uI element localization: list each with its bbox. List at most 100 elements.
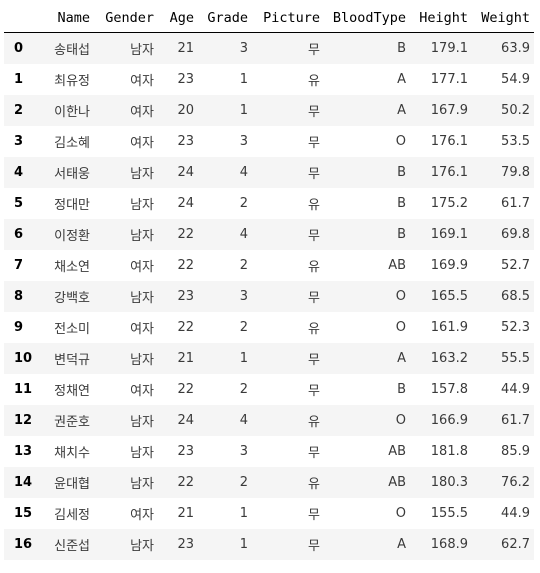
cell-bloodtype: B xyxy=(397,165,406,180)
cell-grade: 4 xyxy=(239,227,248,242)
cell-grade: 2 xyxy=(239,382,248,397)
cell-name: 신준섭 xyxy=(54,539,90,554)
cell-gender: 남자 xyxy=(130,446,154,461)
row-index: 13 xyxy=(14,444,33,459)
cell-age: 21 xyxy=(177,41,194,56)
cell-gender: 남자 xyxy=(130,415,154,430)
row-index: 2 xyxy=(14,103,24,118)
cell-gender: 여자 xyxy=(130,384,154,399)
cell-gender: 남자 xyxy=(130,477,154,492)
cell-weight: 54.9 xyxy=(501,72,530,87)
cell-grade: 3 xyxy=(239,134,248,149)
row-index: 9 xyxy=(14,320,24,335)
table-row: 10 변덕규 남자 21 1 무 A 163.2 55.5 xyxy=(4,343,534,374)
cell-age: 21 xyxy=(177,506,194,521)
cell-bloodtype: O xyxy=(395,506,406,521)
cell-age: 22 xyxy=(177,475,194,490)
cell-weight: 79.8 xyxy=(501,165,530,180)
cell-grade: 3 xyxy=(239,41,248,56)
cell-grade: 2 xyxy=(239,320,248,335)
table-row: 14 윤대협 남자 22 2 유 AB 180.3 76.2 xyxy=(4,467,534,498)
cell-age: 23 xyxy=(177,72,194,87)
cell-picture: 유 xyxy=(308,477,320,492)
cell-height: 169.9 xyxy=(430,258,468,273)
cell-gender: 남자 xyxy=(130,167,154,182)
table-row: 2 이한나 여자 20 1 무 A 167.9 50.2 xyxy=(4,95,534,126)
row-index: 0 xyxy=(14,41,24,56)
cell-age: 24 xyxy=(177,165,194,180)
row-index: 8 xyxy=(14,289,24,304)
cell-grade: 1 xyxy=(239,351,248,366)
cell-picture: 무 xyxy=(308,136,320,151)
cell-name: 이정환 xyxy=(54,229,90,244)
cell-grade: 1 xyxy=(239,72,248,87)
table-row: 6 이정환 남자 22 4 무 B 169.1 69.8 xyxy=(4,219,534,250)
row-index: 16 xyxy=(14,537,33,552)
cell-bloodtype: O xyxy=(395,413,406,428)
cell-age: 22 xyxy=(177,227,194,242)
cell-name: 김세정 xyxy=(54,508,90,523)
cell-picture: 무 xyxy=(308,105,320,120)
cell-picture: 무 xyxy=(308,167,320,182)
cell-weight: 85.9 xyxy=(501,444,530,459)
cell-age: 20 xyxy=(177,103,194,118)
cell-grade: 1 xyxy=(239,506,248,521)
row-index: 11 xyxy=(14,382,33,397)
cell-height: 175.2 xyxy=(430,196,468,211)
cell-height: 181.8 xyxy=(430,444,468,459)
cell-weight: 68.5 xyxy=(501,289,530,304)
cell-weight: 52.3 xyxy=(501,320,530,335)
column-header-weight: Weight xyxy=(472,4,534,33)
cell-weight: 61.7 xyxy=(501,196,530,211)
cell-weight: 53.5 xyxy=(501,134,530,149)
cell-name: 채소연 xyxy=(54,260,90,275)
cell-gender: 여자 xyxy=(130,105,154,120)
cell-bloodtype: A xyxy=(397,537,406,552)
cell-picture: 무 xyxy=(308,229,320,244)
cell-gender: 남자 xyxy=(130,539,154,554)
cell-gender: 여자 xyxy=(130,136,154,151)
cell-picture: 무 xyxy=(308,539,320,554)
cell-age: 22 xyxy=(177,258,194,273)
index-header xyxy=(4,4,42,33)
cell-age: 24 xyxy=(177,196,194,211)
table-row: 13 채치수 남자 23 3 무 AB 181.8 85.9 xyxy=(4,436,534,467)
row-index: 15 xyxy=(14,506,33,521)
table-row: 11 정채연 여자 22 2 무 B 157.8 44.9 xyxy=(4,374,534,405)
cell-height: 168.9 xyxy=(430,537,468,552)
cell-picture: 무 xyxy=(308,446,320,461)
cell-name: 송태섭 xyxy=(54,43,90,58)
cell-grade: 2 xyxy=(239,258,248,273)
cell-bloodtype: B xyxy=(397,196,406,211)
column-header-bloodtype: BloodType xyxy=(324,4,410,33)
table-body: 0 송태섭 남자 21 3 무 B 179.1 63.9 1 최유정 여자 23 1 유 A 177.1 54.9… xyxy=(4,32,534,560)
cell-age: 22 xyxy=(177,382,194,397)
row-index: 10 xyxy=(14,351,33,366)
cell-gender: 남자 xyxy=(130,229,154,244)
cell-picture: 유 xyxy=(308,415,320,430)
cell-gender: 여자 xyxy=(130,322,154,337)
cell-weight: 52.7 xyxy=(501,258,530,273)
column-header-grade: Grade xyxy=(198,4,252,33)
cell-weight: 62.7 xyxy=(501,537,530,552)
cell-bloodtype: AB xyxy=(388,444,406,459)
cell-gender: 남자 xyxy=(130,353,154,368)
table-row: 1 최유정 여자 23 1 유 A 177.1 54.9 xyxy=(4,64,534,95)
table-row: 7 채소연 여자 22 2 유 AB 169.9 52.7 xyxy=(4,250,534,281)
cell-picture: 무 xyxy=(308,43,320,58)
cell-picture: 유 xyxy=(308,260,320,275)
cell-height: 166.9 xyxy=(430,413,468,428)
cell-picture: 유 xyxy=(308,322,320,337)
cell-bloodtype: A xyxy=(397,103,406,118)
cell-grade: 3 xyxy=(239,289,248,304)
cell-name: 서태웅 xyxy=(54,167,90,182)
cell-weight: 50.2 xyxy=(501,103,530,118)
cell-gender: 남자 xyxy=(130,198,154,213)
table-row: 16 신준섭 남자 23 1 무 A 168.9 62.7 xyxy=(4,529,534,560)
cell-age: 23 xyxy=(177,444,194,459)
cell-height: 155.5 xyxy=(430,506,468,521)
cell-weight: 44.9 xyxy=(501,506,530,521)
cell-bloodtype: B xyxy=(397,41,406,56)
cell-height: 176.1 xyxy=(430,165,468,180)
row-index: 3 xyxy=(14,134,24,149)
